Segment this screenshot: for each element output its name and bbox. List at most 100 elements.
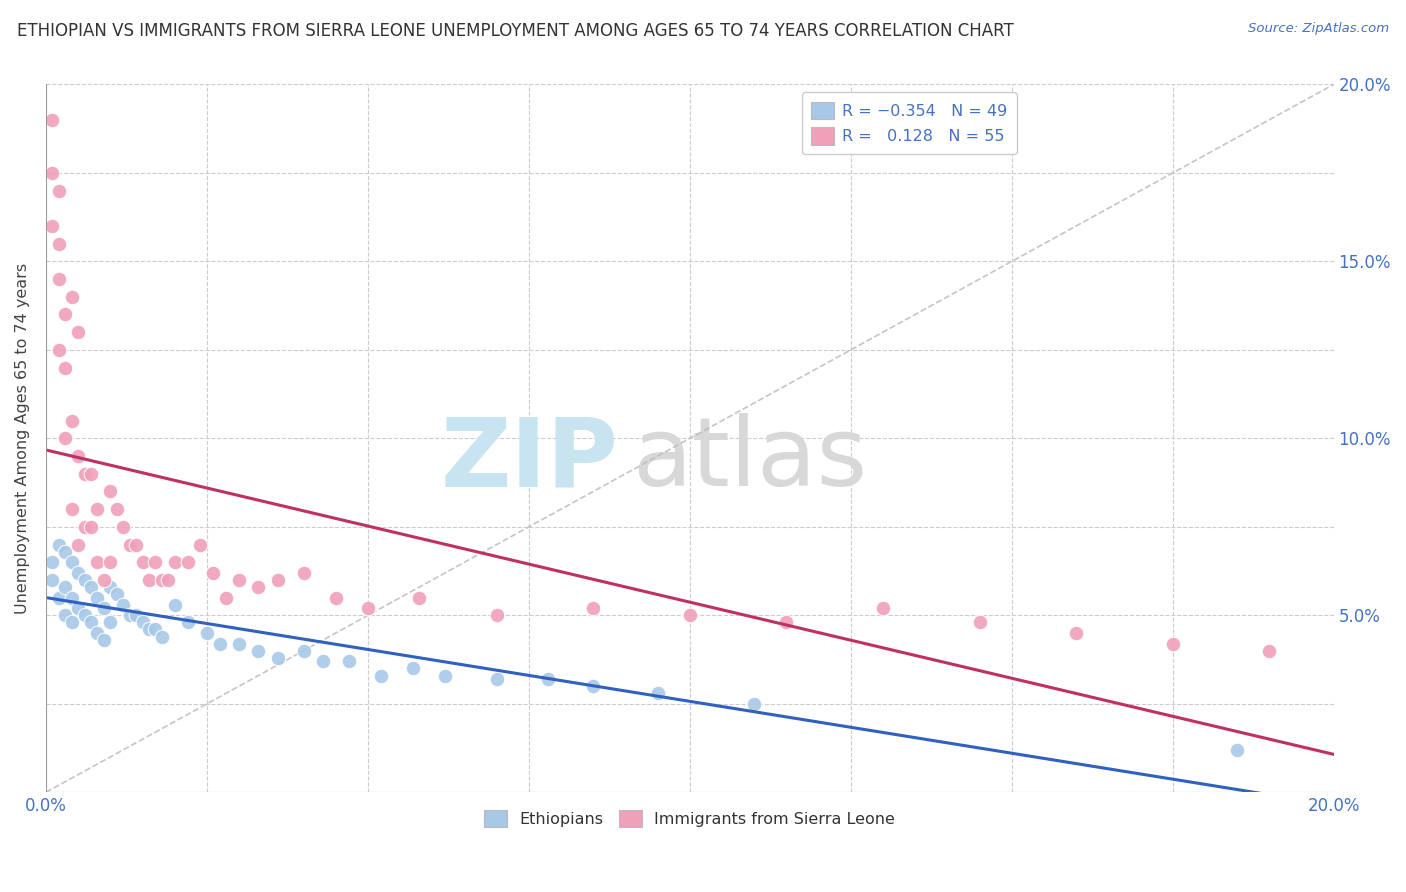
Text: ETHIOPIAN VS IMMIGRANTS FROM SIERRA LEONE UNEMPLOYMENT AMONG AGES 65 TO 74 YEARS: ETHIOPIAN VS IMMIGRANTS FROM SIERRA LEON…	[17, 22, 1014, 40]
Point	[41, 166, 63, 180]
Point	[80, 520, 103, 534]
Point	[48, 272, 70, 286]
Point	[402, 661, 425, 675]
Point	[582, 601, 605, 615]
Point	[131, 555, 153, 569]
Point	[176, 615, 198, 630]
Point	[145, 623, 167, 637]
Point	[582, 679, 605, 693]
Point	[131, 615, 153, 630]
Point	[60, 555, 83, 569]
Point	[312, 654, 335, 668]
Point	[742, 697, 765, 711]
Point	[292, 644, 315, 658]
Point	[48, 343, 70, 357]
Point	[105, 502, 128, 516]
Point	[215, 591, 238, 605]
Point	[98, 580, 121, 594]
Point	[163, 555, 186, 569]
Point	[112, 598, 135, 612]
Point	[93, 633, 115, 648]
Point	[163, 598, 186, 612]
Point	[73, 573, 96, 587]
Point	[60, 414, 83, 428]
Point	[190, 537, 212, 551]
Point	[86, 502, 108, 516]
Point	[485, 608, 508, 623]
Point	[98, 555, 121, 569]
Point	[872, 601, 894, 615]
Point	[202, 566, 225, 580]
Point	[98, 615, 121, 630]
Point	[41, 573, 63, 587]
Point	[125, 537, 148, 551]
Point	[325, 591, 347, 605]
Point	[53, 360, 76, 375]
Point	[145, 555, 167, 569]
Point	[80, 467, 103, 481]
Point	[41, 555, 63, 569]
Point	[228, 573, 250, 587]
Point	[125, 608, 148, 623]
Point	[48, 236, 70, 251]
Point	[1064, 626, 1087, 640]
Point	[93, 573, 115, 587]
Point	[434, 668, 457, 682]
Point	[48, 184, 70, 198]
Point	[150, 630, 173, 644]
Point	[247, 644, 270, 658]
Point	[86, 591, 108, 605]
Point	[647, 686, 669, 700]
Point	[86, 626, 108, 640]
Point	[60, 591, 83, 605]
Point	[176, 555, 198, 569]
Point	[53, 608, 76, 623]
Text: atlas: atlas	[631, 413, 868, 506]
Point	[118, 608, 141, 623]
Legend: Ethiopians, Immigrants from Sierra Leone: Ethiopians, Immigrants from Sierra Leone	[478, 804, 901, 834]
Point	[41, 219, 63, 233]
Point	[53, 308, 76, 322]
Point	[150, 573, 173, 587]
Point	[105, 587, 128, 601]
Text: Source: ZipAtlas.com: Source: ZipAtlas.com	[1249, 22, 1389, 36]
Point	[86, 555, 108, 569]
Point	[73, 467, 96, 481]
Point	[80, 615, 103, 630]
Point	[60, 290, 83, 304]
Point	[67, 601, 90, 615]
Point	[118, 537, 141, 551]
Point	[247, 580, 270, 594]
Point	[80, 580, 103, 594]
Point	[53, 580, 76, 594]
Point	[98, 484, 121, 499]
Point	[67, 449, 90, 463]
Point	[537, 672, 560, 686]
Point	[138, 623, 160, 637]
Point	[53, 431, 76, 445]
Point	[67, 537, 90, 551]
Point	[1258, 644, 1281, 658]
Point	[60, 502, 83, 516]
Point	[969, 615, 991, 630]
Point	[1161, 637, 1184, 651]
Point	[1226, 743, 1249, 757]
Point	[408, 591, 430, 605]
Point	[228, 637, 250, 651]
Point	[41, 112, 63, 127]
Point	[93, 601, 115, 615]
Point	[112, 520, 135, 534]
Point	[67, 325, 90, 339]
Point	[292, 566, 315, 580]
Point	[157, 573, 180, 587]
Point	[48, 591, 70, 605]
Point	[138, 573, 160, 587]
Point	[357, 601, 380, 615]
Text: ZIP: ZIP	[441, 413, 619, 506]
Point	[370, 668, 392, 682]
Point	[73, 608, 96, 623]
Point	[60, 615, 83, 630]
Point	[679, 608, 702, 623]
Point	[485, 672, 508, 686]
Point	[337, 654, 360, 668]
